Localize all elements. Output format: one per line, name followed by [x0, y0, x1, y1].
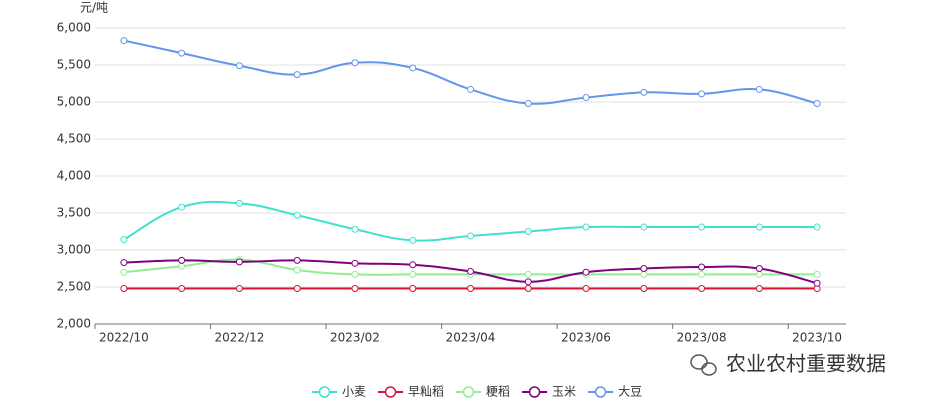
point — [293, 266, 301, 274]
point — [640, 284, 648, 292]
point — [524, 270, 532, 278]
legend-icon — [384, 386, 397, 398]
point — [235, 62, 243, 70]
y-tick-label: 3,000 — [57, 243, 91, 257]
point — [351, 270, 359, 278]
y-tick-label: 2,000 — [57, 317, 91, 331]
point — [178, 203, 186, 211]
point — [120, 236, 128, 244]
point — [582, 284, 590, 292]
legend-label: 粳稻 — [486, 385, 510, 399]
point — [755, 284, 763, 292]
point — [351, 59, 359, 67]
point — [582, 94, 590, 102]
point — [698, 263, 706, 271]
x-tick-label: 2023/08 — [677, 331, 727, 345]
y-tick-label: 4,500 — [57, 132, 91, 146]
legend-icon — [462, 386, 475, 398]
point — [351, 259, 359, 267]
point — [178, 49, 186, 57]
point — [524, 228, 532, 235]
legend-icon — [528, 386, 541, 398]
point — [698, 284, 706, 292]
point — [409, 284, 417, 292]
series-line — [123, 39, 818, 105]
point — [409, 261, 417, 269]
point — [120, 37, 128, 45]
point — [582, 268, 590, 276]
point — [698, 223, 706, 231]
legend-label: 早籼稻 — [408, 385, 444, 399]
watermark-icon — [690, 354, 717, 376]
point — [120, 268, 128, 276]
legend-label: 玉米 — [552, 385, 576, 399]
point — [293, 256, 301, 264]
point — [351, 225, 359, 233]
x-tick-label: 2022/12 — [214, 331, 264, 345]
point — [409, 270, 417, 278]
point — [409, 236, 417, 244]
y-tick-label: 3,500 — [57, 206, 91, 220]
point — [467, 232, 474, 240]
point — [755, 270, 763, 278]
point — [235, 199, 243, 207]
point — [582, 223, 590, 231]
point — [698, 90, 706, 98]
y-tick-label: 2,500 — [57, 280, 91, 294]
point — [293, 211, 301, 219]
point — [524, 99, 532, 107]
point — [409, 64, 417, 72]
point — [755, 223, 763, 231]
x-tick-label: 2022/10 — [99, 331, 149, 345]
point — [467, 267, 474, 275]
point — [120, 259, 128, 267]
point — [698, 270, 706, 278]
point — [813, 99, 821, 107]
legend-icon — [594, 386, 607, 398]
point — [640, 88, 648, 96]
y-tick-label: 6,000 — [57, 21, 91, 35]
y-tick-label: 5,500 — [57, 58, 91, 72]
x-tick-label: 2023/04 — [446, 331, 496, 345]
point — [235, 258, 243, 266]
watermark: 农业农村重要数据 — [726, 352, 886, 376]
point — [293, 284, 301, 292]
x-tick-label: 2023/02 — [330, 331, 380, 345]
legend-icon — [318, 386, 331, 398]
point — [178, 262, 186, 270]
point — [813, 270, 821, 278]
y-tick-label: 5,000 — [57, 95, 91, 109]
point — [467, 284, 474, 292]
point — [755, 85, 763, 93]
point — [755, 265, 763, 272]
x-tick-label: 2023/06 — [561, 331, 611, 345]
legend-label: 小麦 — [342, 385, 366, 399]
y-unit: 元/吨 — [80, 1, 108, 15]
point — [813, 279, 821, 287]
point — [524, 284, 532, 292]
point — [640, 223, 648, 231]
x-tick-label: 2023/10 — [792, 331, 842, 345]
point — [640, 265, 648, 272]
y-tick-label: 4,000 — [57, 169, 91, 183]
point — [813, 223, 821, 231]
legend-label: 大豆 — [618, 385, 642, 399]
point — [351, 284, 359, 292]
point — [467, 85, 474, 93]
point — [235, 284, 243, 292]
point — [524, 278, 532, 286]
point — [120, 284, 128, 292]
point — [293, 71, 301, 79]
point — [178, 284, 186, 292]
point — [640, 270, 648, 278]
point — [178, 256, 186, 264]
